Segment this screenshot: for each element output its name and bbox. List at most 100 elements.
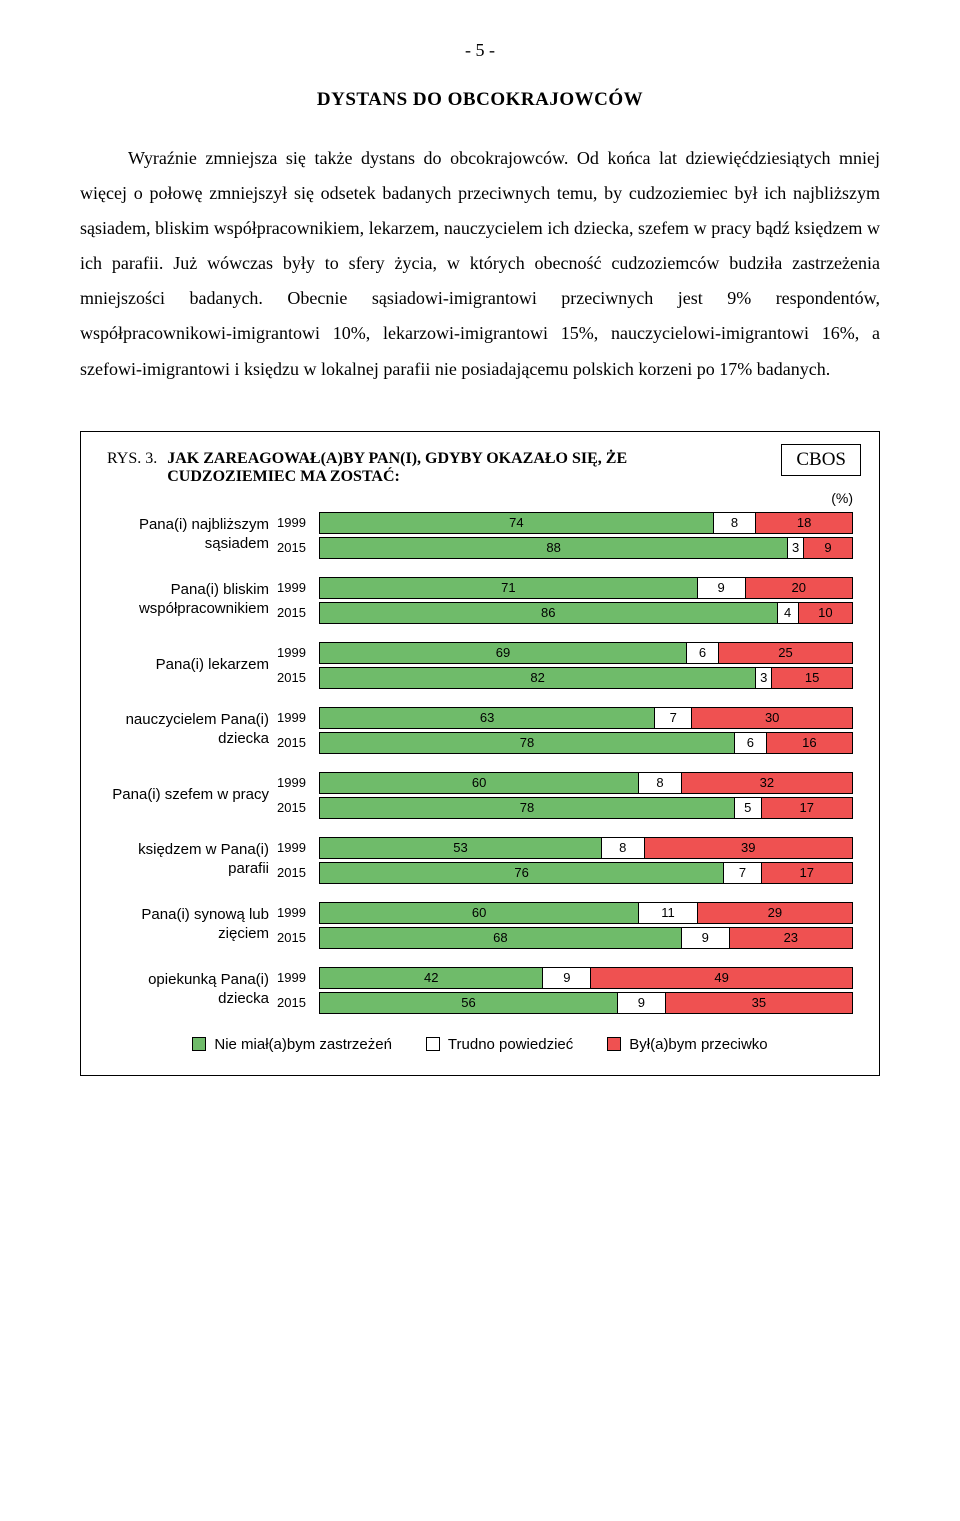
bar-segment: 3: [756, 668, 772, 688]
bars-column: 199953839 201576717: [277, 837, 853, 884]
chart-group: nauczycielem Pana(i) dziecka199963730201…: [107, 707, 853, 754]
legend-label: Trudno powiedzieć: [448, 1036, 573, 1053]
stacked-bar: 53839: [319, 837, 853, 859]
bar-row: 199974818: [277, 512, 853, 534]
bar-row: 199963730: [277, 707, 853, 729]
chart-groups: Pana(i) najbliższym sąsiadem199974818201…: [107, 512, 853, 1014]
bar-segment: 23: [730, 928, 852, 948]
bars-column: 199974818 20158839: [277, 512, 853, 559]
bar-segment: 9: [682, 928, 730, 948]
year-label: 1999: [277, 905, 319, 920]
bar-segment: 68: [320, 928, 682, 948]
group-label: Pana(i) lekarzem: [107, 656, 277, 675]
page-number: - 5 -: [80, 40, 880, 61]
legend-item: Nie miał(a)bym zastrzeżeń: [192, 1036, 392, 1053]
bar-row: 1999601129: [277, 902, 853, 924]
legend-label: Nie miał(a)bym zastrzeżeń: [214, 1036, 392, 1053]
bars-column: 199960832201578517: [277, 772, 853, 819]
bar-segment: 3: [788, 538, 804, 558]
section-title: DYSTANS DO OBCOKRAJOWCÓW: [80, 89, 880, 111]
year-label: 2015: [277, 540, 319, 555]
bar-row: 199942949: [277, 967, 853, 989]
bar-segment: 88: [320, 538, 788, 558]
body-paragraph: Wyraźnie zmniejsza się także dystans do …: [80, 141, 880, 387]
bar-segment: 42: [320, 968, 543, 988]
group-label: Pana(i) najbliższym sąsiadem: [107, 516, 277, 554]
bar-segment: 74: [320, 513, 714, 533]
stacked-bar: 76717: [319, 862, 853, 884]
stacked-bar: 78517: [319, 797, 853, 819]
stacked-bar: 68923: [319, 927, 853, 949]
bar-row: 199971920: [277, 577, 853, 599]
bar-segment: 86: [320, 603, 778, 623]
stacked-bar: 42949: [319, 967, 853, 989]
stacked-bar: 86410: [319, 602, 853, 624]
bar-segment: 76: [320, 863, 724, 883]
year-label: 2015: [277, 670, 319, 685]
stacked-bar: 601129: [319, 902, 853, 924]
bar-segment: 49: [591, 968, 852, 988]
bar-segment: 30: [692, 708, 852, 728]
bar-segment: 25: [719, 643, 852, 663]
legend-item: Był(a)bym przeciwko: [607, 1036, 767, 1053]
legend-swatch: [192, 1037, 206, 1051]
bar-segment: 9: [543, 968, 591, 988]
year-label: 1999: [277, 970, 319, 985]
group-label: nauczycielem Pana(i) dziecka: [107, 711, 277, 749]
bar-segment: 6: [687, 643, 719, 663]
chart-group: Pana(i) bliskim współpracownikiem1999719…: [107, 577, 853, 624]
year-label: 2015: [277, 930, 319, 945]
bar-segment: 32: [682, 773, 852, 793]
bar-segment: 17: [762, 798, 852, 818]
year-label: 2015: [277, 995, 319, 1010]
chart-group: opiekunką Pana(i) dziecka199942949201556…: [107, 967, 853, 1014]
bar-segment: 69: [320, 643, 687, 663]
stacked-bar: 74818: [319, 512, 853, 534]
stacked-bar: 78616: [319, 732, 853, 754]
bar-segment: 18: [756, 513, 852, 533]
bars-column: 199942949201556935: [277, 967, 853, 1014]
bar-segment: 60: [320, 773, 639, 793]
stacked-bar: 8839: [319, 537, 853, 559]
year-label: 1999: [277, 775, 319, 790]
group-label: księdzem w Pana(i) parafii: [107, 841, 277, 879]
bar-segment: 9: [698, 578, 746, 598]
bar-segment: 4: [778, 603, 799, 623]
legend-swatch: [426, 1037, 440, 1051]
legend-label: Był(a)bym przeciwko: [629, 1036, 767, 1053]
bar-segment: 82: [320, 668, 756, 688]
bar-segment: 5: [735, 798, 762, 818]
bar-row: 20158839: [277, 537, 853, 559]
bar-segment: 29: [698, 903, 852, 923]
bar-row: 201576717: [277, 862, 853, 884]
year-label: 1999: [277, 645, 319, 660]
bar-segment: 20: [746, 578, 852, 598]
chart-legend: Nie miał(a)bym zastrzeżeń Trudno powiedzi…: [107, 1036, 853, 1053]
group-label: Pana(i) bliskim współpracownikiem: [107, 581, 277, 619]
year-label: 2015: [277, 800, 319, 815]
bars-column: 199971920 201586410: [277, 577, 853, 624]
bar-row: 201568923: [277, 927, 853, 949]
stacked-bar: 63730: [319, 707, 853, 729]
bar-segment: 8: [602, 838, 645, 858]
bar-segment: 7: [655, 708, 692, 728]
cbos-badge: CBOS: [781, 444, 861, 476]
bar-segment: 9: [618, 993, 666, 1013]
group-label: opiekunką Pana(i) dziecka: [107, 971, 277, 1009]
bar-segment: 7: [724, 863, 761, 883]
year-label: 1999: [277, 580, 319, 595]
chart-group: księdzem w Pana(i) parafii199953839 20157…: [107, 837, 853, 884]
bar-segment: 9: [804, 538, 852, 558]
bar-segment: 16: [767, 733, 852, 753]
bars-column: 199969625 201582315: [277, 642, 853, 689]
stacked-bar: 82315: [319, 667, 853, 689]
bar-row: 199953839: [277, 837, 853, 859]
bar-segment: 60: [320, 903, 639, 923]
bar-row: 201586410: [277, 602, 853, 624]
chart-title-row: RYS. 3. JAK ZAREAGOWAŁ(A)BY PAN(I), GDYB…: [107, 450, 853, 486]
bar-segment: 8: [639, 773, 682, 793]
bar-segment: 15: [772, 668, 852, 688]
chart-group: Pana(i) lekarzem199969625 201582315: [107, 642, 853, 689]
bar-segment: 71: [320, 578, 698, 598]
stacked-bar: 60832: [319, 772, 853, 794]
